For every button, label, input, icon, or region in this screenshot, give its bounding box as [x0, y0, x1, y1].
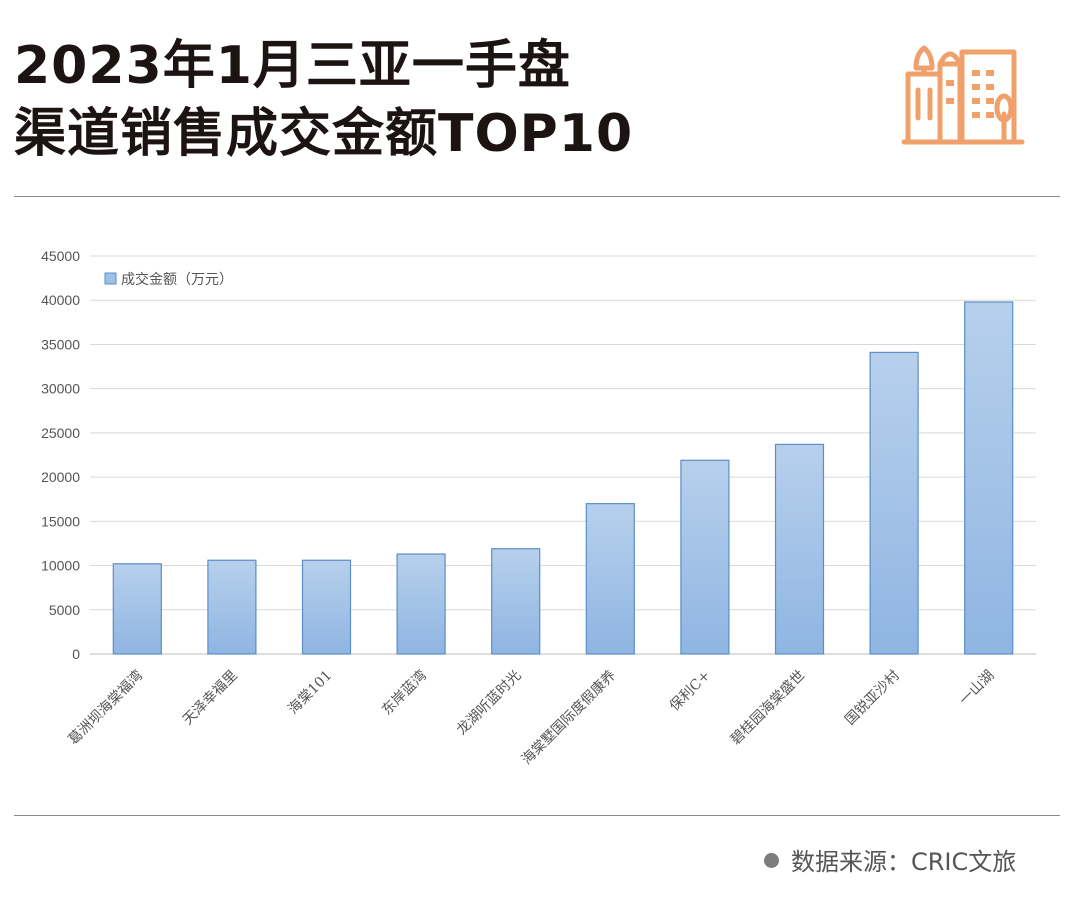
bullet-icon — [764, 853, 779, 868]
bar-chart: 0 5000 10000 15000 20000 25000 30000 35000 40000… — [41, 248, 1036, 768]
x-tick-label: 海棠101 — [285, 668, 335, 718]
y-tick-label: 0 — [72, 646, 80, 662]
x-tick-label: 保利C+ — [667, 668, 714, 715]
data-source-note: 数据来源：CRIC文旅 — [764, 842, 1016, 877]
bar — [491, 548, 541, 655]
x-tick-label: 葛洲坝海棠福湾 — [65, 667, 146, 748]
x-tick-label: 海棠墅国际度假康养 — [518, 667, 619, 768]
x-tick-label: 一山湖 — [957, 668, 998, 709]
y-tick-label: 30000 — [41, 381, 80, 397]
y-tick-label: 10000 — [41, 558, 80, 574]
bar — [964, 301, 1014, 655]
legend-label: 成交金额（万元） — [121, 271, 233, 288]
bars — [112, 301, 1014, 655]
y-tick-label: 15000 — [41, 513, 80, 529]
y-tick-label: 45000 — [41, 248, 80, 264]
x-tick-label: 国锐亚沙村 — [842, 668, 903, 729]
y-tick-label: 5000 — [49, 602, 80, 618]
footer-divider — [14, 815, 1060, 816]
header-divider — [14, 196, 1060, 197]
bar — [869, 351, 919, 655]
bar — [207, 559, 257, 655]
y-tick-label: 40000 — [41, 292, 80, 308]
bar — [396, 553, 446, 655]
legend: 成交金额（万元） — [104, 271, 233, 288]
x-tick-label: 天泽幸福里 — [180, 668, 241, 729]
y-axis-ticks: 0 5000 10000 15000 20000 25000 30000 35000 40000… — [41, 248, 80, 662]
y-tick-label: 20000 — [41, 469, 80, 485]
bar — [301, 559, 352, 655]
bar — [585, 503, 635, 655]
x-tick-label: 东岸蓝湾 — [378, 667, 430, 719]
city-buildings-icon — [901, 45, 1025, 145]
bar — [774, 443, 825, 655]
bar — [112, 563, 162, 655]
x-tick-label: 龙湖听蓝时光 — [454, 668, 525, 739]
data-source-text: 数据来源：CRIC文旅 — [791, 848, 1017, 876]
y-tick-label: 25000 — [41, 425, 80, 441]
x-tick-label: 碧桂园海棠盛世 — [728, 668, 809, 749]
page-title-line2: 渠道销售成交金额TOP10 — [14, 104, 634, 164]
bar — [680, 459, 730, 655]
legend-swatch — [104, 272, 117, 285]
page-title-line1: 2023年1月三亚一手盘 — [14, 36, 571, 96]
y-tick-label: 35000 — [41, 336, 80, 352]
